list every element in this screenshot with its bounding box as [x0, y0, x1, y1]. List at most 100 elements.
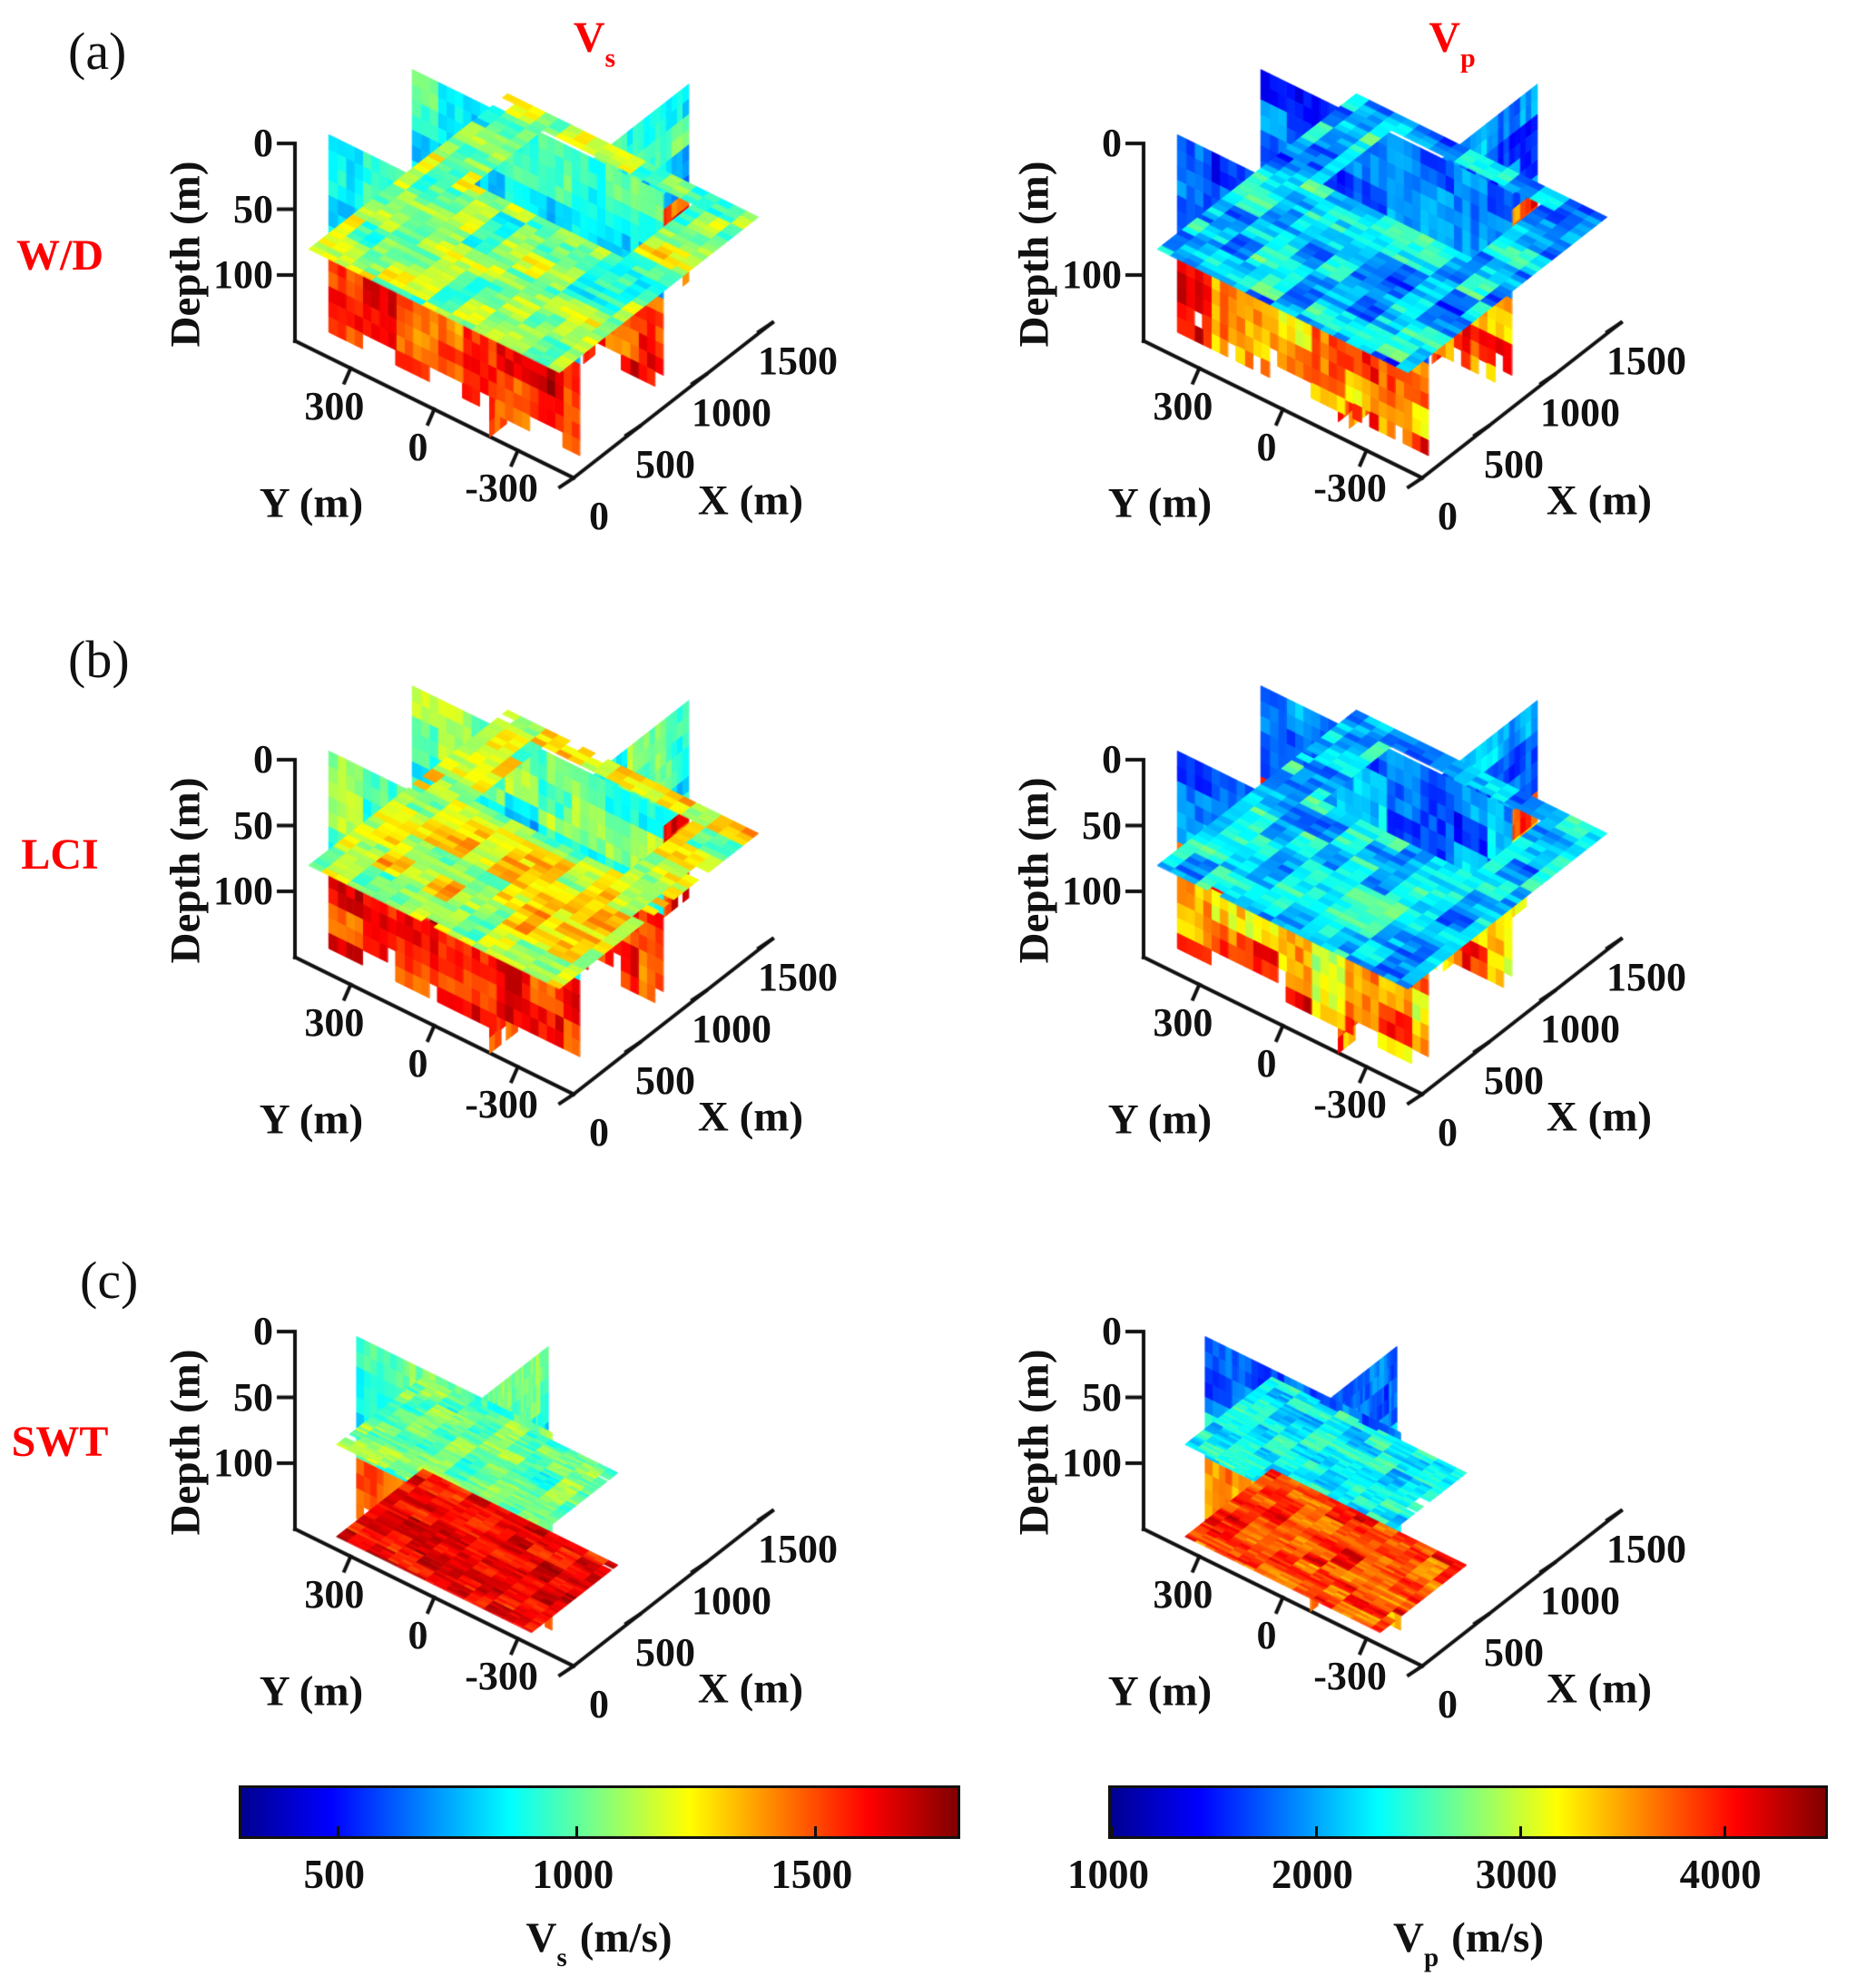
y-axis-label: Y (m) [1107, 1096, 1213, 1144]
y-tick-label: 300 [304, 999, 365, 1045]
depth-tick-label: 50 [233, 802, 273, 848]
x-tick-label: 0 [1438, 1681, 1458, 1726]
colorbar-tick-label: 500 [303, 1852, 365, 1897]
y-tick-label: 0 [1256, 1613, 1277, 1657]
y-axis-label: Y (m) [1107, 479, 1213, 527]
depth-axis-label: Depth (m) [1010, 777, 1058, 964]
y-tick-label: 0 [408, 1613, 428, 1657]
y-tick-label: -300 [465, 1654, 538, 1699]
panel-c-vp: 0 50 100 300 0 -300 0 500 1000 1500 Depth (m) Y (m)… [944, 1220, 1779, 1775]
y-tick-label: 300 [1153, 383, 1213, 428]
depth-tick-label: 0 [253, 1309, 273, 1353]
y-tick-label: -300 [1313, 466, 1387, 511]
depth-tick-label: 50 [233, 186, 273, 231]
x-tick-label: 0 [1438, 1109, 1458, 1155]
colorbar-tick-label: 1000 [532, 1852, 614, 1897]
colorbar-tick [1518, 1826, 1522, 1836]
colorbar-label-vp: Vp (m/s) [1393, 1917, 1544, 1971]
depth-tick-label: 100 [213, 869, 273, 913]
x-axis-label: X (m) [697, 1093, 804, 1141]
x-tick-label: 1500 [1606, 954, 1686, 999]
colorbar-tick [1111, 1826, 1114, 1836]
y-tick-label: 0 [408, 1041, 428, 1086]
colorbar-tick [1314, 1826, 1318, 1836]
colorbar-label-vs-main: V [525, 1914, 557, 1961]
depth-tick-label: 100 [213, 252, 273, 297]
colorbar-tick-label: 2000 [1271, 1852, 1353, 1897]
y-axis-label: Y (m) [1107, 1667, 1213, 1716]
plot-canvas-b-vs [95, 648, 930, 1204]
x-tick-label: 500 [635, 1057, 695, 1103]
colorbar-vp [1108, 1785, 1828, 1839]
depth-tick-label: 50 [1082, 802, 1122, 848]
x-tick-label: 500 [1484, 1629, 1544, 1675]
y-tick-label: 300 [304, 1571, 365, 1617]
depth-axis-label: Depth (m) [1010, 161, 1058, 348]
colorbar-label-vs: Vs (m/s) [525, 1917, 672, 1971]
colorbar-tick [1723, 1826, 1726, 1836]
x-axis-label: X (m) [1546, 1093, 1653, 1141]
panel-b-vs: 0 50 100 300 0 -300 0 500 1000 1500 Depth (m) Y (m)… [95, 648, 930, 1204]
plot-canvas-c-vp [944, 1220, 1779, 1775]
x-tick-label: 0 [589, 1109, 609, 1155]
panel-b-vp: 0 50 100 300 0 -300 0 500 1000 1500 Depth (m) Y (m)… [944, 648, 1779, 1204]
depth-tick-label: 0 [253, 737, 273, 782]
x-axis-label: X (m) [1546, 1665, 1653, 1713]
x-tick-label: 0 [589, 493, 609, 538]
x-tick-label: 1500 [758, 954, 838, 999]
colorbar-label-vp-units: (m/s) [1451, 1914, 1544, 1961]
row-label-swt: SWT [11, 1418, 109, 1466]
y-tick-label: 0 [1256, 1041, 1277, 1086]
depth-tick-label: 100 [1062, 1440, 1122, 1485]
x-tick-label: 1000 [692, 1006, 771, 1051]
plot-canvas-a-vp [944, 32, 1779, 587]
y-tick-label: -300 [1313, 1082, 1387, 1127]
plot-canvas-a-vs [95, 32, 930, 587]
y-tick-label: 300 [1153, 999, 1213, 1045]
depth-tick-label: 100 [1062, 252, 1122, 297]
x-tick-label: 1000 [692, 389, 771, 435]
x-tick-label: 500 [635, 441, 695, 487]
y-tick-label: -300 [465, 466, 538, 511]
x-tick-label: 0 [1438, 493, 1458, 538]
x-tick-label: 0 [589, 1681, 609, 1726]
colorbar-label-vs-sub: s [556, 1943, 567, 1973]
depth-axis-label: Depth (m) [1010, 1349, 1058, 1536]
y-tick-label: 300 [304, 383, 365, 428]
x-tick-label: 1500 [758, 1526, 838, 1571]
depth-tick-label: 0 [253, 121, 273, 165]
depth-tick-label: 0 [1102, 121, 1122, 165]
x-axis-label: X (m) [1546, 477, 1653, 525]
y-axis-label: Y (m) [259, 479, 364, 527]
x-tick-label: 1500 [1606, 1526, 1686, 1571]
y-axis-label: Y (m) [259, 1096, 364, 1144]
depth-tick-label: 100 [1062, 869, 1122, 913]
y-tick-label: 0 [1256, 425, 1277, 469]
colorbar-label-vs-units: (m/s) [579, 1914, 673, 1961]
x-tick-label: 1000 [1540, 389, 1620, 435]
x-axis-label: X (m) [697, 1665, 804, 1713]
depth-tick-label: 50 [1082, 1374, 1122, 1420]
colorbar-tick-label: 3000 [1475, 1852, 1557, 1897]
y-axis-label: Y (m) [259, 1667, 364, 1716]
depth-tick-label: 0 [1102, 737, 1122, 782]
colorbar-tick [814, 1826, 818, 1836]
depth-axis-label: Depth (m) [162, 161, 210, 348]
x-tick-label: 500 [1484, 1057, 1544, 1103]
x-tick-label: 1500 [758, 338, 838, 383]
depth-tick-label: 0 [1102, 1309, 1122, 1353]
depth-tick-label: 50 [233, 1374, 273, 1420]
colorbar-vs [239, 1785, 960, 1839]
colorbar-label-vp-main: V [1393, 1914, 1424, 1961]
x-tick-label: 1500 [1606, 338, 1686, 383]
panel-c-vs: 0 50 100 300 0 -300 0 500 1000 1500 Depth (m) Y (m)… [95, 1220, 930, 1775]
x-tick-label: 500 [1484, 441, 1544, 487]
plot-canvas-b-vp [944, 648, 1779, 1204]
row-label-lci: LCI [21, 831, 99, 879]
colorbar-label-vp-sub: p [1423, 1943, 1439, 1973]
depth-axis-label: Depth (m) [162, 777, 210, 964]
x-tick-label: 1000 [1540, 1578, 1620, 1623]
colorbar-tick [337, 1826, 340, 1836]
plot-canvas-c-vs [95, 1220, 930, 1775]
colorbar-tick-label: 1500 [771, 1852, 853, 1897]
